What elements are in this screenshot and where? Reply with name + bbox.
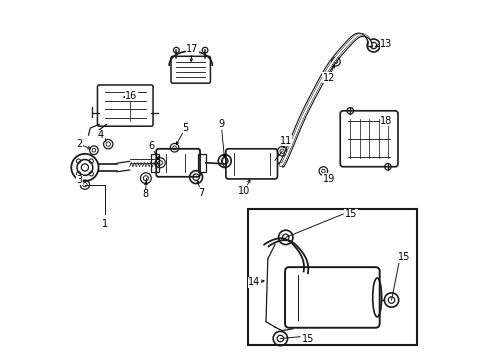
- Text: 12: 12: [322, 73, 334, 83]
- Text: 7: 7: [198, 188, 204, 198]
- Bar: [247, 209, 416, 345]
- Text: 15: 15: [344, 209, 357, 219]
- Text: 14: 14: [247, 277, 260, 287]
- Text: 16: 16: [125, 91, 138, 101]
- Text: 18: 18: [379, 116, 391, 126]
- Text: 11: 11: [279, 136, 291, 145]
- Text: 1: 1: [102, 220, 107, 229]
- Bar: [198, 154, 205, 172]
- Text: 10: 10: [238, 186, 250, 196]
- Text: 13: 13: [379, 39, 391, 49]
- Text: 5: 5: [182, 123, 188, 133]
- Text: 15: 15: [301, 333, 314, 343]
- Text: 8: 8: [142, 189, 149, 199]
- Text: 19: 19: [322, 174, 334, 184]
- Text: 3: 3: [76, 175, 82, 185]
- Text: 4: 4: [98, 130, 104, 140]
- Text: 2: 2: [76, 139, 82, 149]
- Text: 6: 6: [148, 141, 154, 151]
- Text: 17: 17: [186, 44, 198, 54]
- Text: 15: 15: [397, 252, 409, 262]
- Text: 9: 9: [218, 120, 224, 129]
- Bar: [151, 154, 159, 172]
